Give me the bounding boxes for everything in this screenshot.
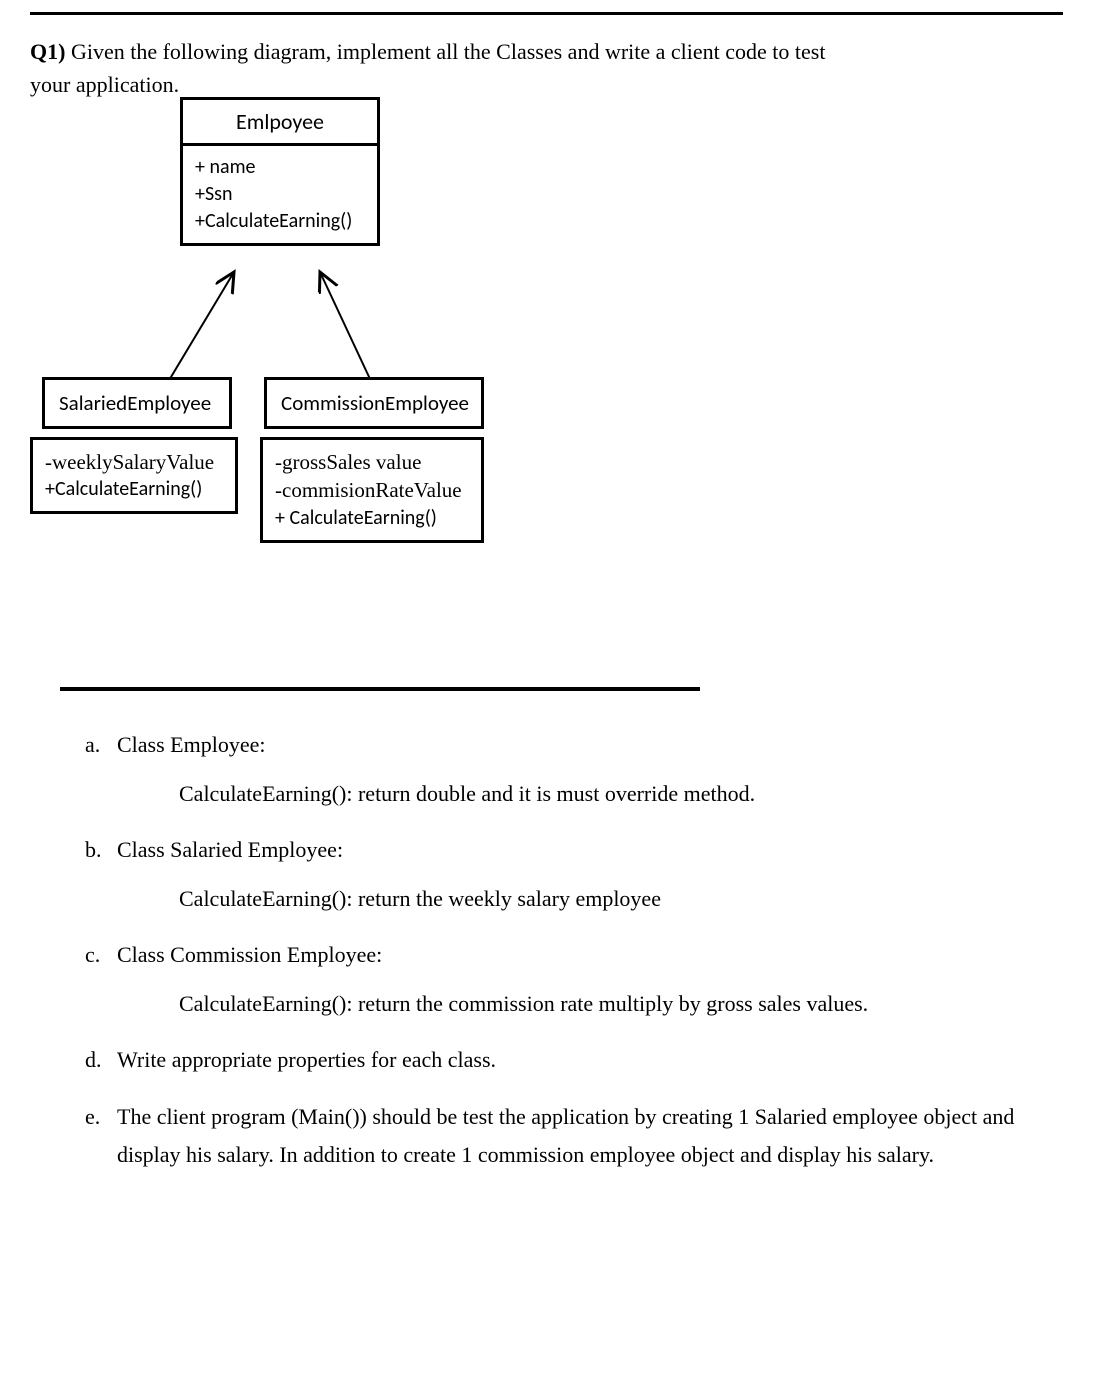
uml-diagram: Emlpoyee + name +Ssn +CalculateEarning()… (30, 97, 1063, 557)
commission-class-title-box: CommissionEmployee (264, 377, 484, 429)
employee-class-body: + name +Ssn +CalculateEarning() (183, 146, 377, 243)
salaried-class-body-box: -weeklySalaryValue +CalculateEarning() (30, 437, 238, 514)
requirement-title: Class Employee: (117, 732, 265, 757)
mid-rule (60, 687, 700, 691)
salaried-class-title: SalariedEmployee (59, 390, 211, 416)
commission-class-title: CommissionEmployee (281, 390, 469, 416)
commission-member: -grossSales value (275, 448, 469, 476)
question-text: Q1) Given the following diagram, impleme… (30, 35, 1063, 101)
requirement-item: e. The client program (Main()) should be… (85, 1098, 1063, 1175)
salaried-member: +CalculateEarning() (45, 476, 223, 503)
requirement-desc: CalculateEarning(): return the weekly sa… (117, 880, 1063, 919)
inheritance-arrow-left (165, 272, 234, 387)
commission-member: + CalculateEarning() (275, 505, 469, 532)
commission-class-body-box: -grossSales value -commisionRateValue + … (260, 437, 484, 543)
requirement-item: a. Class Employee: CalculateEarning(): r… (85, 726, 1063, 813)
requirement-item: d. Write appropriate properties for each… (85, 1041, 1063, 1080)
requirements-list: a. Class Employee: CalculateEarning(): r… (30, 726, 1063, 1175)
requirement-item: c. Class Commission Employee: CalculateE… (85, 936, 1063, 1023)
requirement-title: Class Salaried Employee: (117, 837, 343, 862)
requirement-title: The client program (Main()) should be te… (117, 1104, 1014, 1168)
employee-class-box: Emlpoyee + name +Ssn +CalculateEarning() (180, 97, 380, 246)
employee-member: +Ssn (195, 181, 365, 208)
inheritance-arrow-right (320, 272, 370, 379)
requirement-desc: CalculateEarning(): return the commissio… (117, 985, 1063, 1024)
question-body-1: Given the following diagram, implement a… (65, 39, 825, 64)
requirement-marker: a. (85, 726, 100, 765)
requirement-marker: d. (85, 1041, 102, 1080)
requirement-item: b. Class Salaried Employee: CalculateEar… (85, 831, 1063, 918)
requirement-marker: c. (85, 936, 100, 975)
top-rule (30, 12, 1063, 15)
requirement-title: Write appropriate properties for each cl… (117, 1047, 496, 1072)
question-body-2: your application. (30, 72, 179, 97)
requirement-marker: e. (85, 1098, 100, 1137)
requirement-title: Class Commission Employee: (117, 942, 382, 967)
commission-member: -commisionRateValue (275, 476, 469, 504)
requirement-desc: CalculateEarning(): return double and it… (117, 775, 1063, 814)
salaried-member: -weeklySalaryValue (45, 448, 223, 476)
employee-member: + name (195, 154, 365, 181)
employee-member: +CalculateEarning() (195, 208, 365, 235)
question-label: Q1) (30, 39, 65, 64)
employee-class-title: Emlpoyee (183, 100, 377, 146)
salaried-class-title-box: SalariedEmployee (42, 377, 232, 429)
requirement-marker: b. (85, 831, 102, 870)
